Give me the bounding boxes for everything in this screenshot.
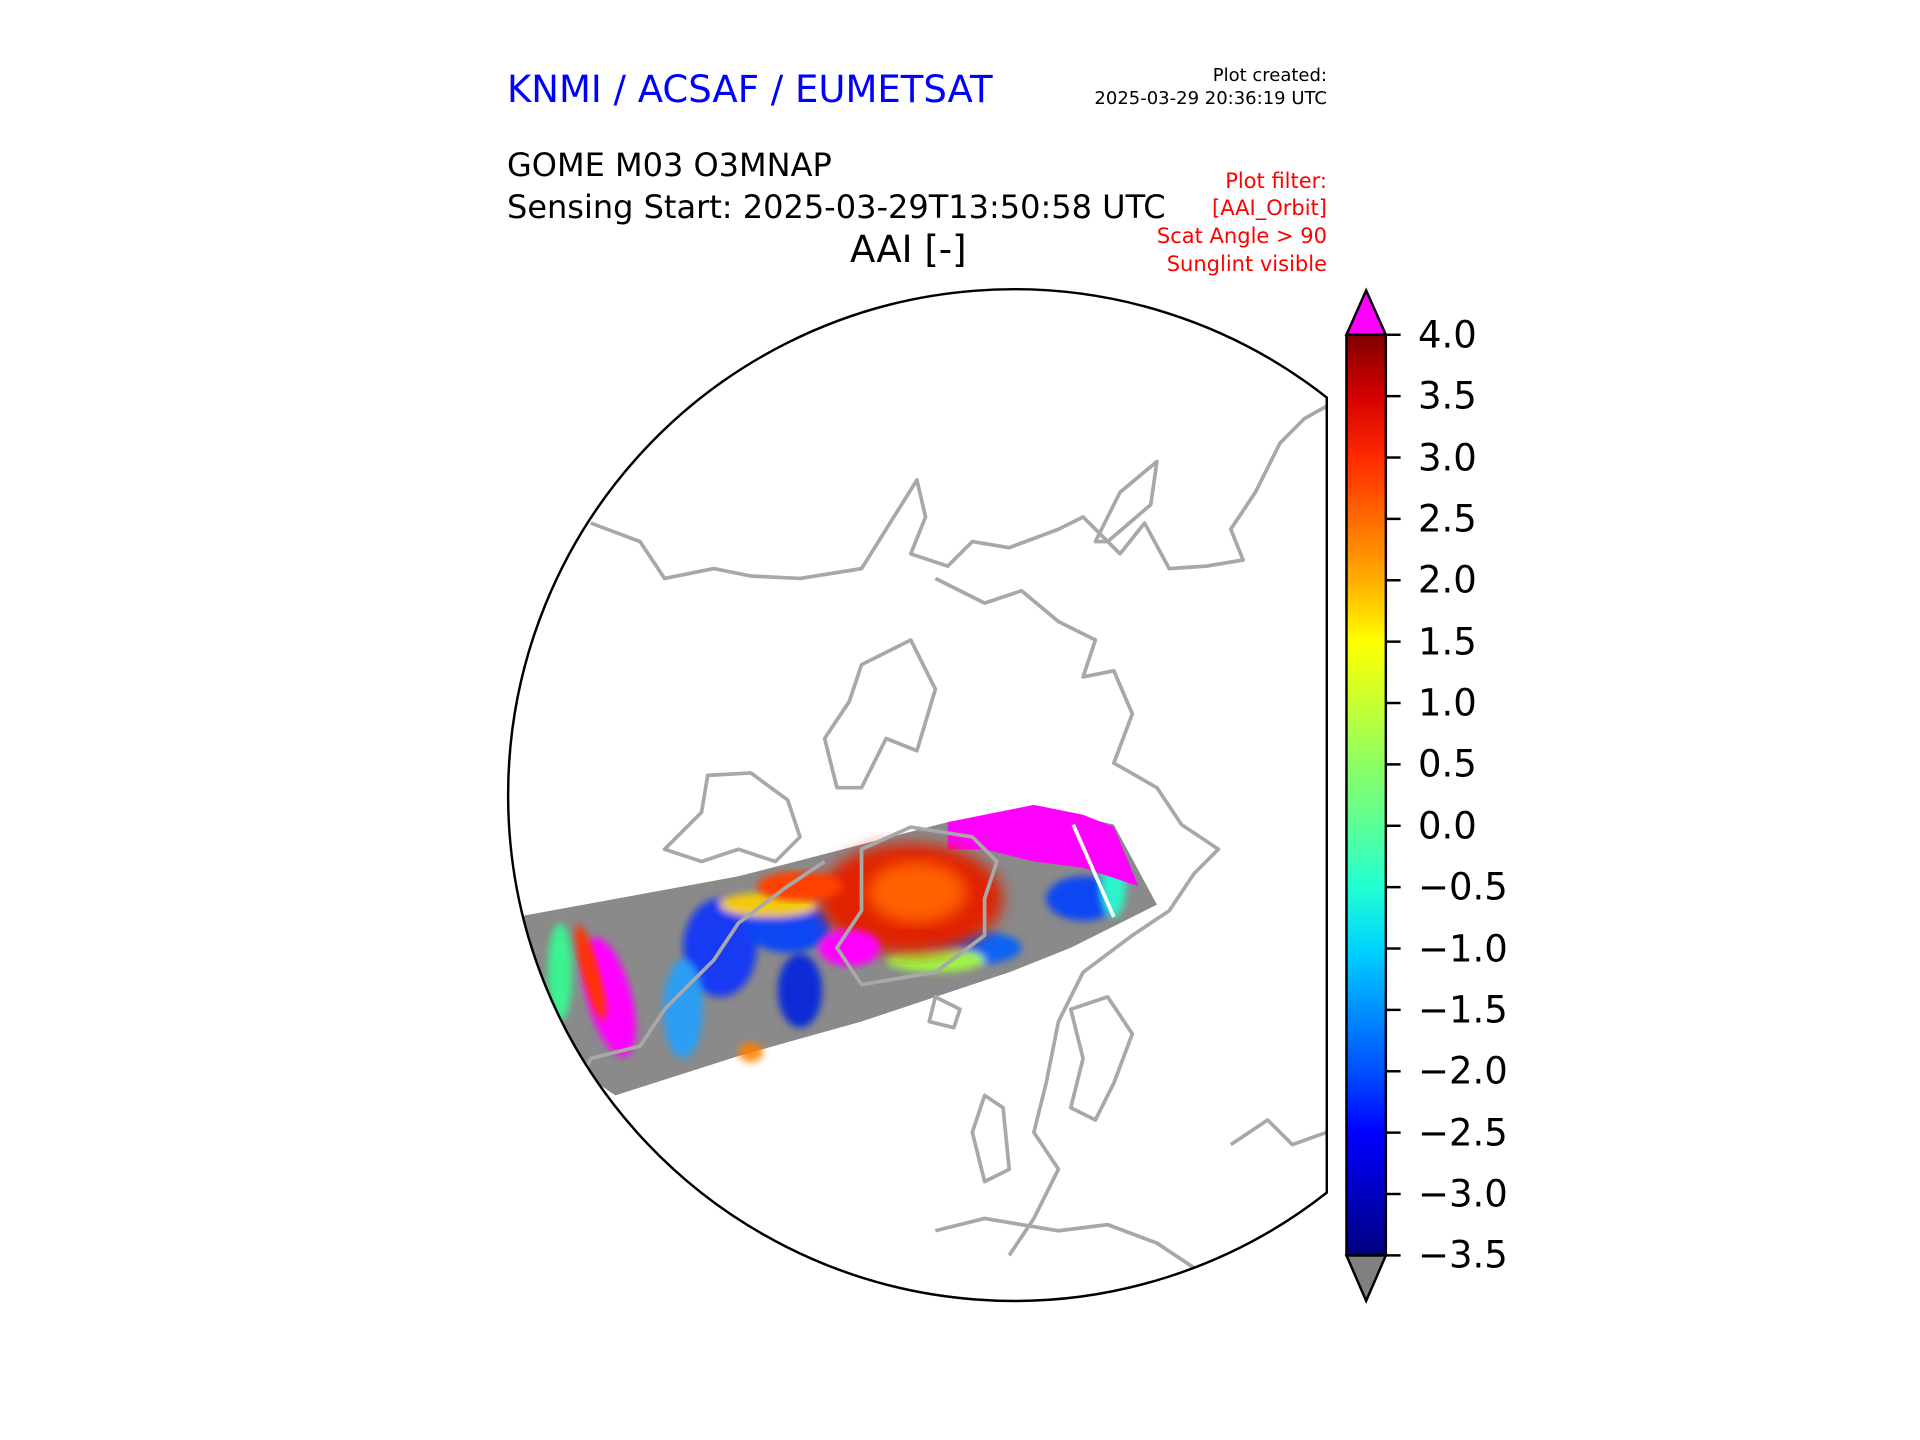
coastlines — [576, 404, 1327, 1270]
colorbar-tick-label: −2.0 — [1418, 1049, 1508, 1093]
plot-created-value: 2025-03-29 20:36:19 UTC — [1094, 88, 1327, 109]
brand-title: KNMI / ACSAF / EUMETSAT — [507, 68, 993, 111]
colorbar-under-triangle — [1344, 1254, 1388, 1305]
colorbar-tick-label: 4.0 — [1418, 313, 1477, 357]
plot-filter-sunglint: Sunglint visible — [1166, 252, 1327, 276]
plot-filter-heading: Plot filter: — [1225, 169, 1327, 193]
colorbar-tick-label: 2.0 — [1418, 558, 1477, 602]
colorbar-over-triangle — [1344, 287, 1388, 336]
map-area — [516, 404, 1327, 1270]
colorbar-tick-label: −1.0 — [1418, 927, 1508, 970]
plot-created-label: Plot created: — [1212, 65, 1327, 86]
plot-filter-orbit: [AAI_Orbit] — [1212, 196, 1327, 220]
colorbar-tick-label: 2.5 — [1418, 497, 1477, 541]
colorbar-tick-label: −2.5 — [1418, 1111, 1508, 1155]
swath-gap — [1071, 823, 1116, 918]
product-title: GOME M03 O3MNAP — [507, 146, 832, 184]
colorbar — [1344, 287, 1401, 1305]
sensing-start: Sensing Start: 2025-03-29T13:50:58 UTC — [507, 188, 1166, 226]
variable-title: AAI [-] — [850, 228, 967, 271]
colorbar-bar — [1345, 333, 1388, 1257]
colorbar-tick-label: −1.5 — [1418, 988, 1508, 1032]
colorbar-tick-label: 3.0 — [1418, 436, 1477, 480]
plot-filter-scat-angle: Scat Angle > 90 — [1156, 224, 1327, 248]
colorbar-tick-label: −0.5 — [1418, 865, 1508, 909]
colorbar-tick-label: 1.0 — [1418, 681, 1477, 725]
colorbar-tick-label: 1.5 — [1418, 620, 1477, 664]
map-boundary — [506, 288, 1328, 1303]
colorbar-tick-label: 0.0 — [1418, 804, 1477, 848]
colorbar-tick-label: −3.0 — [1418, 1172, 1508, 1216]
colorbar-tick-label: 0.5 — [1418, 742, 1477, 786]
colorbar-tick-label: 3.5 — [1418, 374, 1477, 418]
colorbar-tick-label: −3.5 — [1418, 1233, 1508, 1277]
